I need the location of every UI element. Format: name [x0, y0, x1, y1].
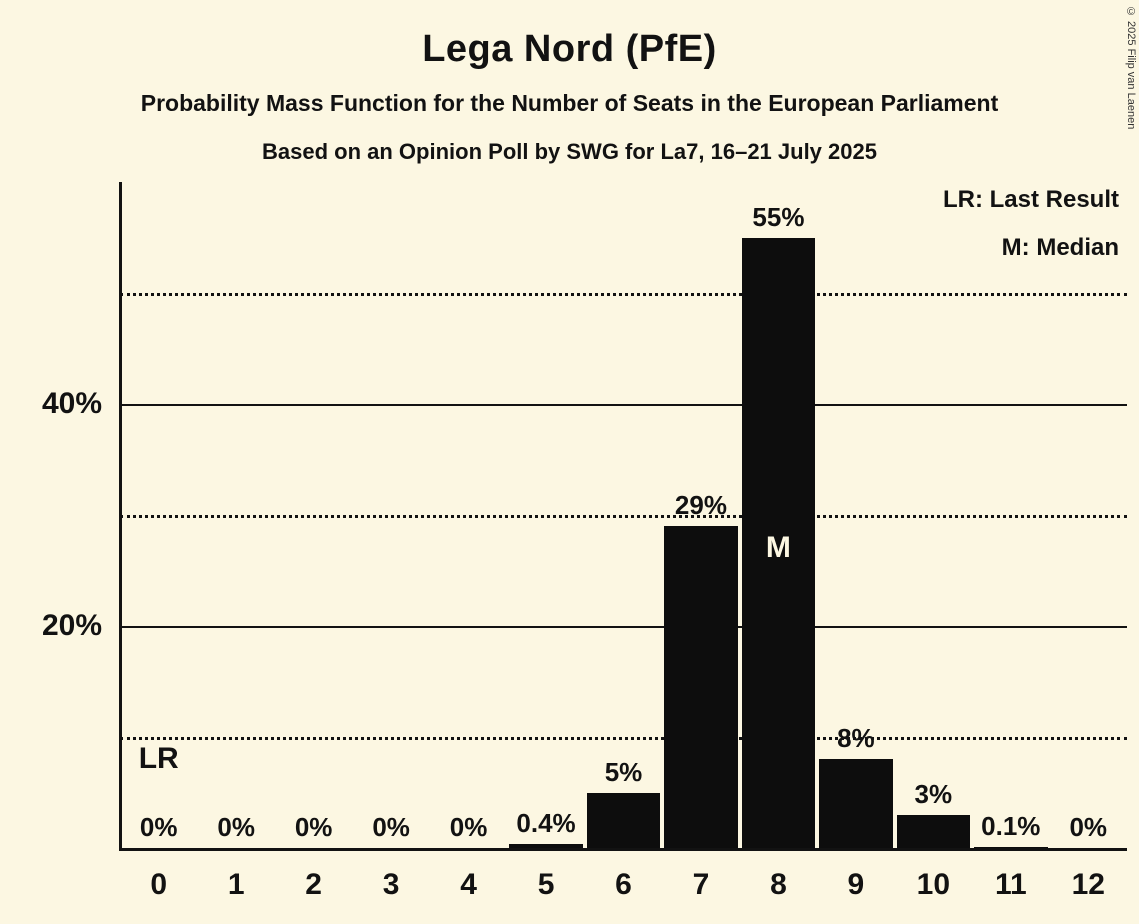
- x-tick-label: 8: [770, 868, 787, 901]
- bar-seat-7: [664, 526, 738, 848]
- legend-last-result: LR: Last Result: [942, 186, 1119, 213]
- bar-value-label: 3%: [914, 778, 953, 809]
- x-tick-label: 6: [615, 868, 632, 901]
- bar-value-label: 0.4%: [516, 807, 576, 838]
- bar-value-label: 0%: [1069, 812, 1108, 842]
- legend-median: M: Median: [1001, 234, 1119, 261]
- x-tick-label: 10: [916, 868, 951, 901]
- bar-value-label: 55%: [752, 201, 805, 232]
- x-tick-label: 11: [994, 868, 1027, 901]
- bar-seat-9: [819, 759, 893, 848]
- gridline-dotted: [120, 515, 1127, 518]
- x-tick-label: 4: [460, 868, 477, 901]
- copyright-notice: © 2025 Filip van Laenen: [1125, 6, 1137, 130]
- x-tick-label: 12: [1071, 868, 1105, 901]
- x-tick-label: 7: [692, 868, 710, 901]
- gridline-solid: [120, 626, 1127, 628]
- bar-value-label: 0%: [294, 812, 333, 842]
- gridline-solid: [120, 404, 1127, 406]
- gridline-dotted: [120, 293, 1127, 296]
- bar-seat-8: [741, 237, 816, 848]
- chart-source-line: Based on an Opinion Poll by SWG for La7,…: [262, 139, 877, 164]
- x-tick-label: 9: [847, 868, 865, 901]
- bar-value-label: 5%: [604, 756, 643, 787]
- x-tick-label: 0: [150, 868, 168, 901]
- bar-seat-5: [509, 843, 583, 848]
- bar-value-label: 29%: [674, 490, 727, 521]
- bar-seat-10: [896, 814, 971, 848]
- y-tick-label: 40%: [41, 387, 102, 420]
- x-tick-label: 5: [537, 868, 555, 901]
- gridline-dotted: [120, 737, 1127, 740]
- bar-seat-11: [974, 846, 1048, 848]
- bar-value-label: 0%: [372, 812, 410, 842]
- plot-area: 0% 0% 0% 0% 0% 0.4% 5% 29% 55% 8% 3% 0.1% 0% LR M: [120, 182, 1127, 848]
- x-tick-label: 1: [227, 868, 245, 901]
- last-result-annotation: LR: [138, 742, 179, 775]
- bar-seat-6: [586, 792, 661, 848]
- bar-value-label: 8%: [837, 723, 875, 754]
- chart-title: Lega Nord (PfE): [422, 28, 717, 70]
- bar-value-label: 0%: [217, 812, 255, 842]
- chart-subtitle: Probability Mass Function for the Number…: [140, 90, 999, 116]
- x-tick-label: 2: [305, 868, 322, 901]
- bar-value-label: 0%: [139, 812, 178, 842]
- x-tick-label: 3: [382, 868, 400, 901]
- x-axis-line: [119, 848, 1127, 851]
- bar-value-label: 0.1%: [981, 810, 1041, 841]
- median-annotation: M: [765, 531, 791, 564]
- bar-value-label: 0%: [449, 812, 488, 842]
- y-tick-label: 20%: [41, 609, 102, 642]
